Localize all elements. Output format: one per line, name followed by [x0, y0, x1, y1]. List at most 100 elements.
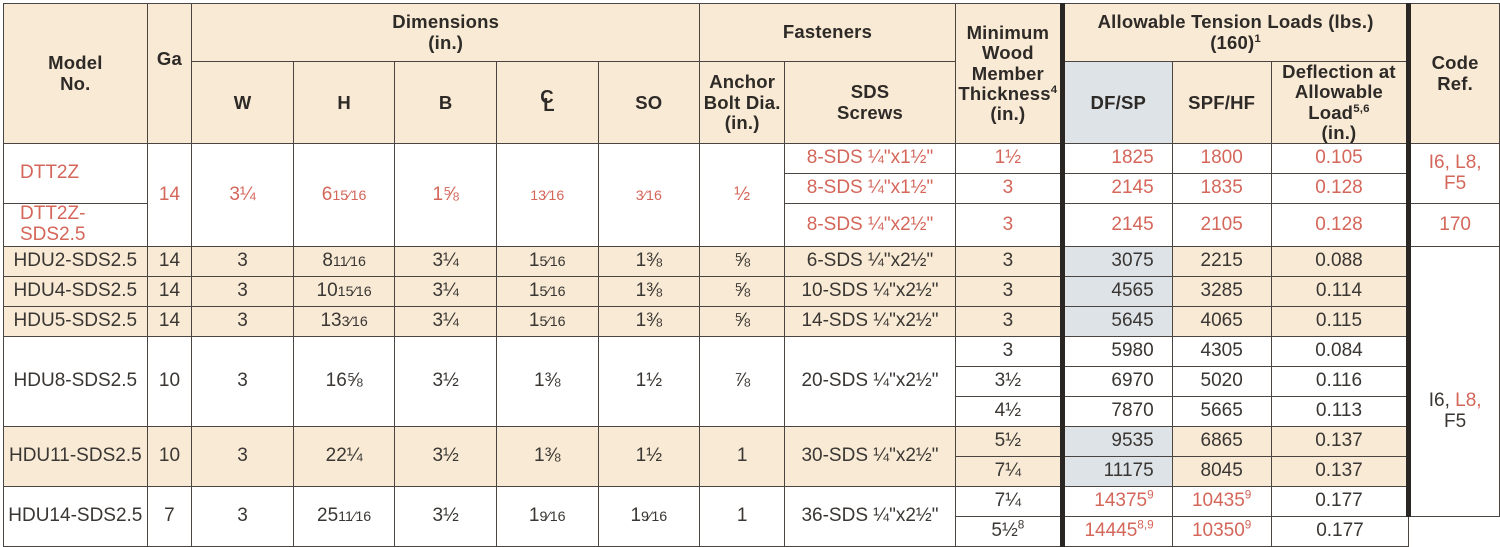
load-df-sp: 2145 [1059, 203, 1173, 248]
cl-frac: 13⁄16 [530, 187, 565, 204]
sds-screws: 20-SDS ¼"x2½" [784, 336, 956, 428]
model-hdu11: HDU11-SDS2.5 [3, 426, 148, 488]
model-hdu2: HDU2-SDS2.5 [3, 246, 148, 278]
model-hdu14: HDU14-SDS2.5 [3, 486, 148, 547]
allowable-sub: (160) [1210, 31, 1255, 53]
min-thickness: 4½ [954, 396, 1063, 428]
gauge: 10 [146, 336, 193, 428]
cl-whole: 1 [528, 280, 540, 302]
min-thickness: 3 [954, 246, 1063, 278]
load-spf-hf: 103509 [1171, 516, 1272, 547]
table-row: DTT2Z-SDS2.5 8-SDS ¼"x2½" 3 2145 2105 0.… [3, 203, 1500, 248]
gauge: 14 [146, 246, 193, 278]
h-frac: 3⁄16 [341, 314, 368, 331]
deflection: 0.137 [1270, 456, 1410, 488]
table-row: HDU5-SDS2.5 14 3 133⁄16 3¼ 15⁄16 1⅜ ⅝ 14… [3, 306, 1500, 338]
h-frac: 11⁄16 [338, 509, 372, 526]
dim-w: 3 [191, 246, 294, 278]
min-thickness: 1½ [954, 143, 1063, 175]
deflection-unit: (in.) [1321, 122, 1357, 144]
so-frac: 3⁄16 [635, 187, 662, 204]
dim-so: 1⅜ [597, 276, 701, 308]
code-ref: I6, L8, F5 [1406, 246, 1500, 518]
deflection: 0.105 [1270, 143, 1410, 175]
load-spf-hf: 5020 [1171, 366, 1272, 398]
table-row: HDU2-SDS2.5 14 3 811⁄16 3¼ 15⁄16 1⅜ ⅝ 6-… [3, 246, 1500, 518]
sds-screws: 14-SDS ¼"x2½" [784, 306, 956, 338]
min-thickness: 7¼ [954, 456, 1063, 488]
table-row: 3½ 6970 5020 0.116 [4, 366, 1500, 398]
anchor-bolt: ⅝ [699, 306, 786, 338]
load-spf-hf: 8045 [1171, 456, 1272, 488]
dim-w: 3 [191, 276, 294, 308]
dim-so: 1½ [597, 426, 701, 488]
anchor-bolt: ⅝ [699, 246, 786, 278]
sds-screws: 8-SDS ¼"x2½" [784, 203, 956, 248]
dim-so: 1⅜ [597, 306, 701, 338]
h-whole: 10 [316, 280, 338, 302]
h-whole: 8 [322, 250, 333, 272]
dim-b: 3½ [394, 426, 497, 488]
dim-w: 3¼ [191, 143, 294, 248]
min-wood-unit: (in.) [990, 103, 1026, 125]
cl-whole: 1 [528, 310, 540, 332]
table-row: 8-SDS ¼"x1½" 3 2145 1835 0.128 [4, 173, 1500, 205]
load-spf-hf: 1835 [1171, 173, 1272, 205]
dim-cl: 15⁄16 [495, 306, 599, 338]
footnote: 8 [1017, 518, 1025, 532]
load-df-sp: 2145 [1059, 173, 1173, 205]
table-row: 7¼ 11175 8045 0.137 [4, 456, 1500, 488]
header-min-wood-thickness: Minimum Wood Member Thickness4 (in.) [954, 2, 1063, 145]
cl-frac: 5⁄16 [539, 254, 566, 271]
dim-b: 3¼ [394, 306, 497, 338]
header-spf-hf: SPF/HF [1171, 60, 1272, 145]
load-spf-hf: 104359 [1171, 486, 1272, 518]
thick-value: 5½ [991, 520, 1018, 542]
deflection: 0.116 [1270, 366, 1410, 398]
gauge: 14 [146, 276, 193, 308]
header-allowable-loads: Allowable Tension Loads (lbs.) (160)1 [1059, 3, 1410, 62]
sds-screws: 36-SDS ¼"x2½" [784, 486, 956, 547]
deflection: 0.128 [1270, 203, 1410, 248]
h-whole: 13 [320, 310, 342, 332]
deflection: 0.113 [1270, 396, 1410, 428]
load-spf-hf: 2215 [1171, 246, 1272, 278]
allowable-label: Allowable Tension Loads (lbs.) [1097, 11, 1374, 33]
anchor-bolt: 1 [699, 426, 786, 488]
h-frac: 15⁄16 [332, 187, 367, 204]
header-h: H [292, 60, 396, 145]
header-sds-screws: SDS Screws [784, 60, 956, 145]
min-thickness: 3 [954, 276, 1063, 308]
anchor-bolt: ½ [699, 143, 786, 248]
deflection-label: Deflection at Allowable Load [1282, 61, 1396, 123]
load-df-sp: 7870 [1059, 396, 1173, 428]
cl-frac: 9⁄16 [539, 509, 566, 526]
min-thickness: 5½8 [954, 516, 1063, 547]
dim-so: 1⅜ [597, 246, 701, 278]
min-thickness: 7¼ [954, 486, 1063, 518]
dim-cl: 1⅜ [495, 336, 599, 428]
footnote-1: 1 [1254, 32, 1261, 45]
header-w: W [191, 60, 294, 145]
load-df-sp: 9535 [1059, 426, 1173, 458]
model-dtt2z: DTT2Z [3, 143, 148, 205]
table-row: HDU4-SDS2.5 14 3 1015⁄16 3¼ 15⁄16 1⅜ ⅝ 1… [3, 276, 1500, 308]
table-row: HDU14-SDS2.5 7 3 2511⁄16 3½ 19⁄16 19⁄16 … [3, 486, 1500, 547]
gauge: 10 [146, 426, 193, 488]
load-spf-hf: 4065 [1171, 306, 1272, 338]
dim-h: 811⁄16 [292, 246, 396, 278]
h-frac: 11⁄16 [332, 254, 366, 271]
dim-w: 3 [191, 336, 294, 428]
sds-screws: 30-SDS ¼"x2½" [784, 426, 956, 488]
dim-cl: 19⁄16 [495, 486, 599, 547]
load-spf-hf: 2105 [1171, 203, 1272, 248]
min-thickness: 5½ [954, 426, 1063, 458]
dim-cl: 15⁄16 [495, 246, 599, 278]
model-dtt2z-sds: DTT2Z-SDS2.5 [3, 203, 148, 248]
sds-screws: 10-SDS ¼"x2½" [784, 276, 956, 308]
deflection: 0.177 [1270, 516, 1410, 547]
dim-b: 1⅝ [394, 143, 497, 248]
load-spf-hf: 5665 [1171, 396, 1272, 428]
